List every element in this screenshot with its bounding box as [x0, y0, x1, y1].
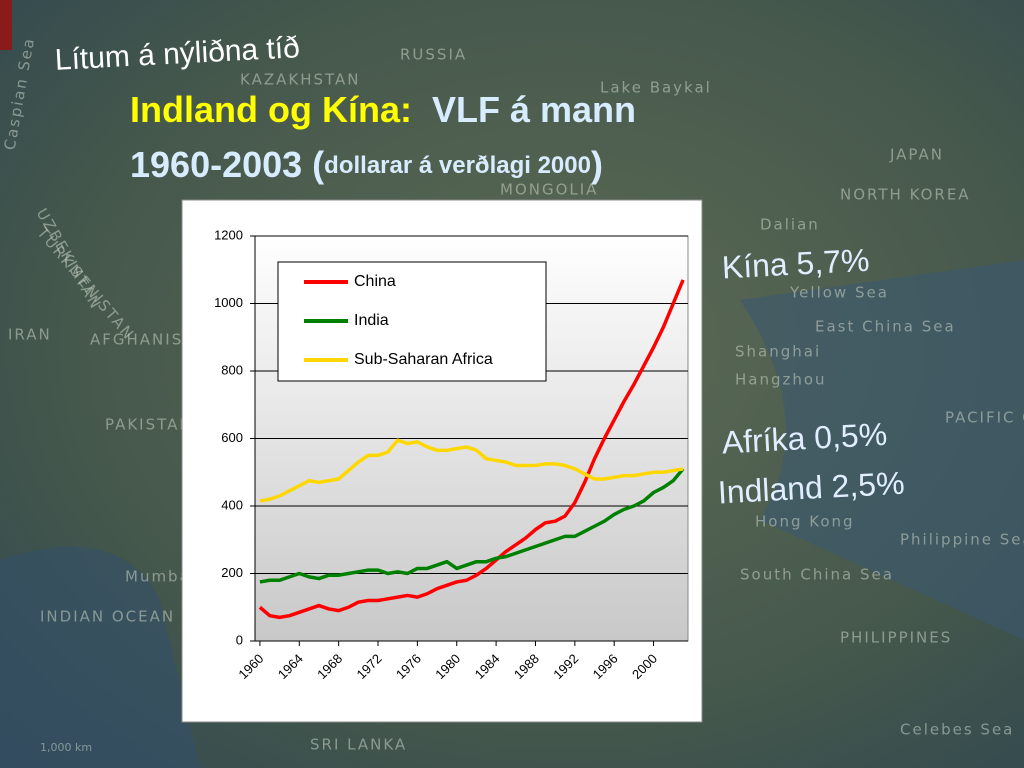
title-part: VLF á mann	[432, 89, 636, 130]
map-label: Yellow Sea	[789, 284, 889, 302]
map-label: Shanghai	[735, 343, 821, 361]
map-label: RUSSIA	[400, 46, 467, 64]
map-label: Hong Kong	[755, 513, 855, 531]
sea-shape	[0, 546, 200, 768]
map-label: KAZAKHSTAN	[240, 71, 361, 89]
y-tick-label: 200	[221, 565, 243, 580]
map-label: SRI LANKA	[310, 736, 407, 754]
y-tick-label: 1000	[214, 295, 243, 310]
title-part: Indland og Kína:	[130, 89, 412, 130]
map-label: PAKISTAN	[105, 416, 193, 434]
series-line	[259, 438, 684, 503]
map-label: NORTH KOREA	[840, 186, 971, 204]
y-tick-label: 400	[221, 497, 243, 512]
legend-label: Sub-Saharan Africa	[354, 351, 493, 368]
y-tick-label: 800	[221, 362, 243, 377]
map-label: JAPAN	[889, 146, 944, 164]
title-part: dollarar á verðlagi 2000	[324, 152, 591, 179]
map-label: Hangzhou	[735, 371, 827, 389]
map-label: Philippine Sea	[900, 531, 1024, 549]
annotation: Afríka 0,5%	[721, 416, 888, 461]
title: 1960-2003 (dollarar á verðlagi 2000)	[130, 144, 603, 185]
map-label: INDIAN OCEAN	[40, 608, 175, 626]
title: Indland og Kína: VLF á mann	[130, 89, 636, 130]
series-line	[259, 467, 685, 584]
y-tick-label: 1200	[214, 227, 243, 242]
annotation: Kína 5,7%	[721, 242, 870, 286]
y-tick-label: 0	[236, 632, 243, 647]
y-tick-label: 600	[221, 430, 243, 445]
map-label: PACIFIC OCEAN	[945, 409, 1024, 427]
map-label: Celebes Sea	[900, 721, 1014, 739]
map-label: MONGOLIA	[500, 181, 598, 199]
map-label: 1,000 km	[40, 741, 92, 754]
title-part: )	[591, 144, 603, 185]
sea-shape	[740, 260, 1024, 640]
map-label: South China Sea	[740, 566, 894, 584]
legend-label: China	[354, 273, 396, 290]
title-part: 1960-2003 (	[130, 144, 324, 185]
map-label: Lake Baykal	[600, 79, 712, 97]
map-label: PHILIPPINES	[840, 629, 952, 647]
map-label: Mumbai	[125, 568, 197, 586]
map-label: IRAN	[8, 326, 52, 344]
map-label: Dalian	[760, 216, 820, 234]
legend-label: India	[354, 312, 389, 329]
map-label: East China Sea	[815, 318, 956, 336]
corner-mark	[0, 0, 12, 50]
series-line	[258, 279, 685, 620]
